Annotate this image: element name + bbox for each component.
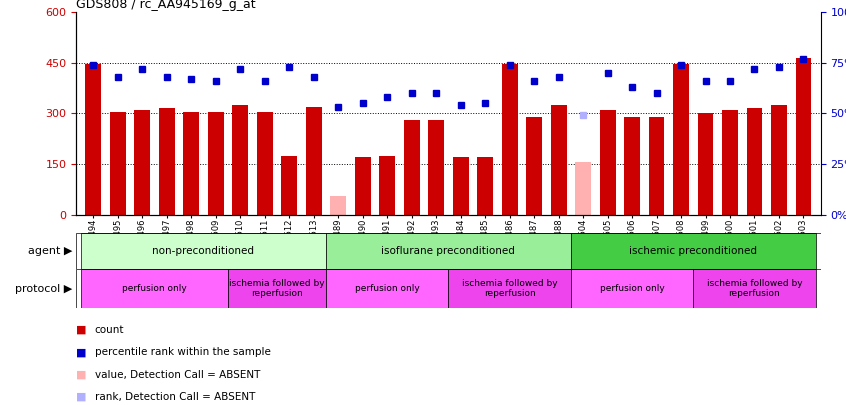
Text: value, Detection Call = ABSENT: value, Detection Call = ABSENT (95, 370, 260, 379)
Bar (571, 233, 816, 269)
Bar (746, 109, 762, 215)
Text: ischemia followed by
reperfusion: ischemia followed by reperfusion (229, 279, 325, 298)
Bar (575, 162, 591, 215)
Text: ■: ■ (76, 347, 86, 357)
Bar (526, 117, 542, 215)
Text: count: count (95, 325, 124, 335)
Text: perfusion only: perfusion only (354, 284, 420, 293)
Bar (208, 112, 223, 215)
Bar (624, 117, 640, 215)
Text: non-preconditioned: non-preconditioned (152, 246, 255, 256)
Text: GDS808 / rc_AA945169_g_at: GDS808 / rc_AA945169_g_at (76, 0, 255, 11)
Text: perfusion only: perfusion only (600, 284, 664, 293)
Bar (693, 269, 816, 308)
Bar (233, 105, 248, 215)
Text: ischemic preconditioned: ischemic preconditioned (629, 246, 757, 256)
Bar (551, 105, 567, 215)
Bar (159, 109, 175, 215)
Bar (477, 157, 493, 215)
Text: isoflurane preconditioned: isoflurane preconditioned (382, 246, 515, 256)
Bar (110, 112, 126, 215)
Text: perfusion only: perfusion only (122, 284, 187, 293)
Text: ■: ■ (76, 370, 86, 379)
Bar (673, 64, 689, 215)
Bar (184, 112, 199, 215)
Bar (428, 120, 444, 215)
Bar (571, 269, 693, 308)
Bar (256, 112, 272, 215)
Bar (649, 117, 664, 215)
Bar (795, 58, 811, 215)
Bar (404, 120, 420, 215)
Bar (330, 196, 346, 215)
Bar (281, 156, 297, 215)
Bar (453, 157, 469, 215)
Bar (379, 156, 395, 215)
Bar (448, 269, 571, 308)
Bar (698, 113, 713, 215)
Text: ■: ■ (76, 392, 86, 402)
Text: protocol ▶: protocol ▶ (14, 284, 72, 294)
Bar (228, 269, 326, 308)
Text: agent ▶: agent ▶ (28, 246, 72, 256)
Bar (305, 107, 321, 215)
Bar (600, 110, 616, 215)
Bar (135, 110, 151, 215)
Bar (85, 64, 102, 215)
Bar (502, 64, 518, 215)
Bar (771, 105, 787, 215)
Bar (81, 269, 228, 308)
Text: ischemia followed by
reperfusion: ischemia followed by reperfusion (706, 279, 802, 298)
Bar (354, 157, 371, 215)
Text: rank, Detection Call = ABSENT: rank, Detection Call = ABSENT (95, 392, 255, 402)
Text: percentile rank within the sample: percentile rank within the sample (95, 347, 271, 357)
Bar (326, 269, 448, 308)
Text: ischemia followed by
reperfusion: ischemia followed by reperfusion (462, 279, 558, 298)
Text: ■: ■ (76, 325, 86, 335)
Bar (722, 110, 738, 215)
Bar (326, 233, 571, 269)
Bar (81, 233, 326, 269)
